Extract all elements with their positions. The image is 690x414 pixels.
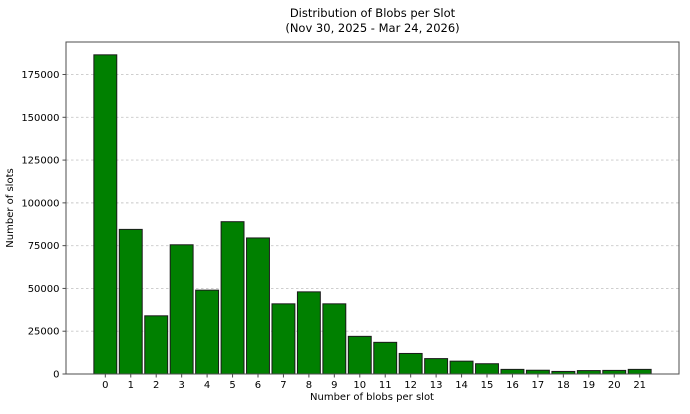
x-tick-label: 14	[455, 380, 468, 391]
x-tick-label: 2	[153, 380, 159, 391]
x-axis-label: Number of blobs per slot	[310, 392, 434, 403]
y-tick-label: 75000	[28, 241, 60, 252]
x-tick-label: 15	[481, 380, 494, 391]
bar-7	[271, 303, 296, 375]
x-tick-label: 8	[306, 380, 312, 391]
bar-10	[347, 335, 372, 375]
y-tick-label: 25000	[28, 327, 60, 338]
y-tick-label: 150000	[21, 113, 59, 124]
y-tick-label: 50000	[28, 284, 60, 295]
bar-0	[93, 54, 118, 375]
x-tick-label: 17	[532, 380, 545, 391]
bar-16	[500, 368, 525, 375]
chart-title-block: Distribution of Blobs per Slot (Nov 30, …	[66, 6, 679, 36]
bar-15	[475, 363, 499, 375]
x-tick-label: 5	[229, 380, 235, 391]
bar-8	[296, 291, 321, 375]
bar-3	[169, 244, 194, 375]
x-tick-label: 19	[582, 380, 595, 391]
plot-dynamic-layer: 0 25000 50000 75000 100000 125000 150000 175000…	[21, 41, 680, 391]
x-tick-label: 10	[353, 380, 366, 391]
bar-1	[118, 228, 143, 375]
x-tick-label: 4	[204, 380, 210, 391]
y-axis-label: Number of slots	[5, 168, 16, 247]
bar-2	[144, 315, 169, 375]
bar-14	[449, 360, 474, 375]
x-tick-label: 11	[379, 380, 392, 391]
x-tick-label: 0	[102, 380, 108, 391]
bar-17	[525, 369, 550, 375]
chart-subtitle: (Nov 30, 2025 - Mar 24, 2026)	[285, 21, 460, 35]
axes-frame	[65, 41, 680, 375]
bar-11	[373, 341, 398, 375]
x-tick-label: 6	[255, 380, 261, 391]
x-tick-label: 12	[404, 380, 417, 391]
bar-9	[322, 303, 347, 375]
y-tick-label: 0	[53, 370, 59, 381]
x-tick-label: 13	[430, 380, 443, 391]
x-tick-label: 1	[128, 380, 134, 391]
bar-4	[195, 289, 220, 375]
bar-20	[602, 369, 627, 375]
chart-title: Distribution of Blobs per Slot	[289, 6, 456, 20]
y-tick-label: 125000	[21, 156, 59, 167]
x-tick-label: 16	[506, 380, 519, 391]
x-tick-label: 20	[608, 380, 621, 391]
y-tick-label: 100000	[21, 198, 59, 209]
bar-13	[424, 358, 449, 375]
x-tick-label: 18	[557, 380, 570, 391]
bar-12	[398, 352, 423, 375]
x-tick-label: 3	[178, 380, 184, 391]
bar-6	[246, 237, 270, 375]
bar-19	[576, 370, 601, 375]
y-tick-label: 175000	[21, 70, 59, 81]
x-tick-label: 9	[331, 380, 337, 391]
x-tick-label: 21	[633, 380, 646, 391]
bar-5	[220, 221, 245, 375]
x-tick-label: 7	[280, 380, 286, 391]
bar-21	[627, 368, 652, 375]
